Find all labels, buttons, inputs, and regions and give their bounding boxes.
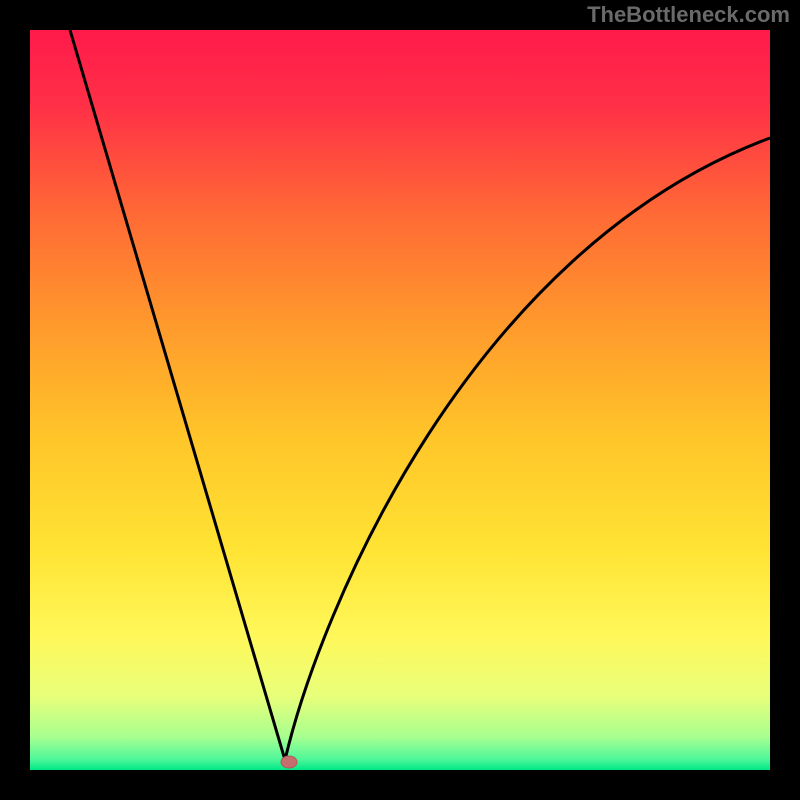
plot-background xyxy=(30,30,770,770)
sweet-spot-marker xyxy=(281,756,297,768)
bottleneck-chart xyxy=(0,0,800,800)
chart-container: TheBottleneck.com xyxy=(0,0,800,800)
watermark-text: TheBottleneck.com xyxy=(587,2,790,28)
